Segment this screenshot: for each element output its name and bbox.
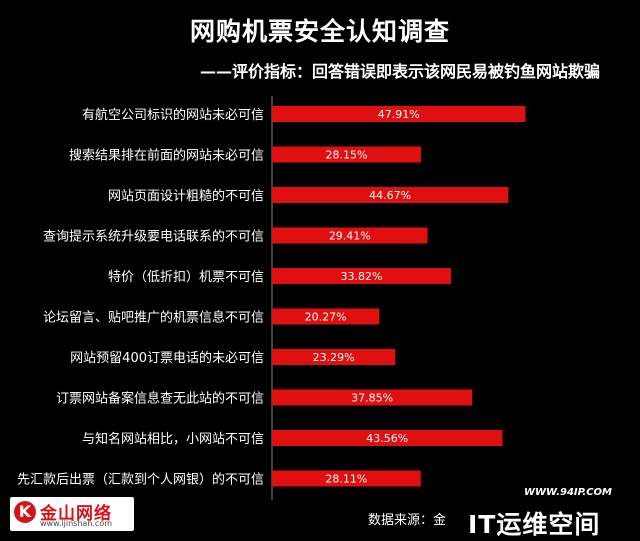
category-label: 特价（低折扣）机票不可信 <box>108 270 264 285</box>
bar <box>272 430 503 446</box>
chart-subtitle: ——评价指标：回答错误即表示该网民易被钓鱼网站欺骗 <box>199 62 600 81</box>
bar-value-label: 28.11% <box>325 473 367 486</box>
bar-value-label: 44.67% <box>369 189 411 202</box>
chart-title: 网购机票安全认知调查 <box>189 17 450 46</box>
watermark-brand: IT运维空间 <box>468 510 601 539</box>
bar <box>272 106 526 122</box>
data-source: 数据来源：金 <box>368 513 447 528</box>
bar-value-label: 29.41% <box>329 230 371 243</box>
category-label: 订票网站备案信息查无此站的不可信 <box>56 391 264 407</box>
bar-value-label: 37.85% <box>351 392 393 405</box>
bar <box>272 187 509 203</box>
bar <box>272 389 473 406</box>
bars-layer: 有航空公司标识的网站未必可信 47.91% 搜索结果排在前面的网站未必可信 28.15… <box>17 106 526 488</box>
bar <box>272 227 428 244</box>
category-label: 有航空公司标识的网站未必可信 <box>82 107 264 123</box>
logo-name: 金山网络 <box>40 504 112 524</box>
bar-value-label: 33.82% <box>340 270 382 283</box>
bar-value-label: 43.56% <box>366 432 408 445</box>
logo-url: www.ijinshan.com <box>40 519 113 528</box>
bar <box>272 308 380 325</box>
logo-k-icon: K <box>14 501 36 523</box>
bar-value-label: 23.29% <box>313 351 355 364</box>
bar <box>272 146 421 163</box>
category-label: 论坛留言、贴吧推广的机票信息不可信 <box>43 310 264 326</box>
bar <box>272 268 451 284</box>
bar <box>272 349 396 365</box>
category-label: 搜索结果排在前面的网站未必可信 <box>69 148 264 164</box>
bar-value-label: 47.91% <box>378 108 420 121</box>
watermark-url: WWW.94IP.COM <box>524 487 612 498</box>
category-label: 网站预留400订票电话的未必可信 <box>70 350 264 366</box>
category-label: 网站页面设计粗糙的不可信 <box>108 188 264 204</box>
bar-value-label: 28.15% <box>325 149 367 162</box>
jinshan-logo: K 金山网络 www.ijinshan.com <box>10 497 134 531</box>
bar <box>272 470 421 487</box>
bar-value-label: 20.27% <box>305 311 347 324</box>
category-label: 与知名网站相比，小网站不可信 <box>82 431 264 447</box>
category-label: 查询提示系统升级要电话联系的不可信 <box>43 229 264 245</box>
category-label: 先汇款后出票（汇款到个人网银）的不可信 <box>17 472 264 488</box>
